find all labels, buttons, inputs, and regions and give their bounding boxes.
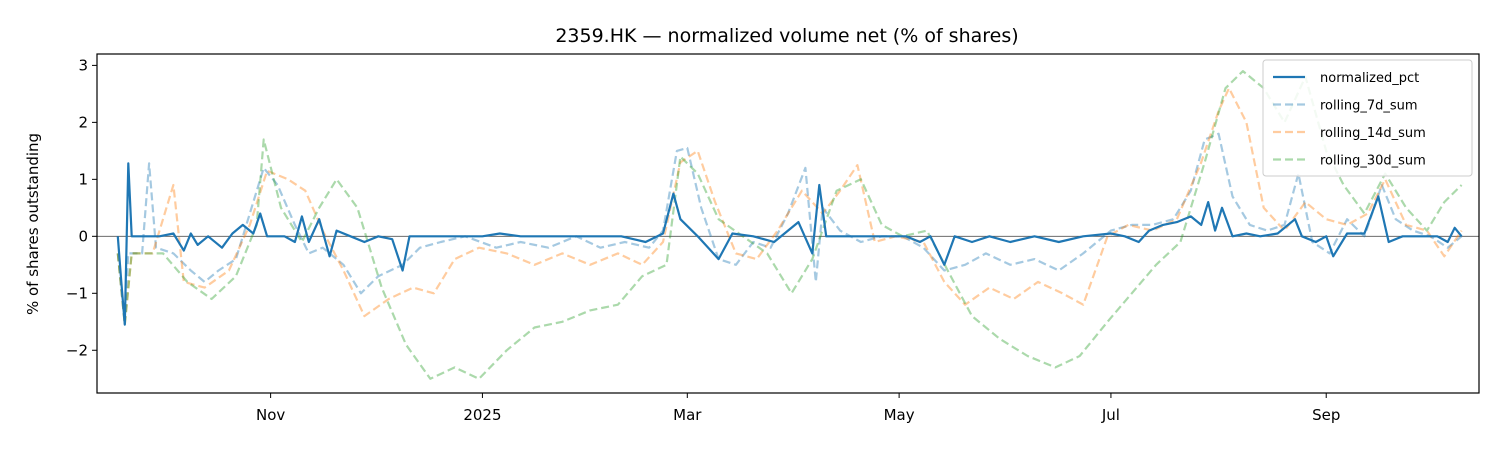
y-tick-label: 3 — [78, 56, 88, 74]
series-line-rolling_7d_sum — [116, 132, 1463, 326]
x-tick-label: Sep — [1312, 406, 1340, 424]
x-tick-label: 2025 — [463, 406, 501, 424]
legend-label-rolling_14d_sum: rolling_14d_sum — [1320, 126, 1426, 141]
x-tick-label: May — [884, 406, 915, 424]
y-tick-label: −1 — [66, 284, 88, 302]
series-line-normalized_pct — [116, 162, 1463, 326]
y-tick-label: 2 — [78, 113, 88, 131]
plot-area-frame — [96, 53, 1480, 394]
y-tick-label: −2 — [66, 341, 88, 359]
x-tick-label: Mar — [673, 406, 702, 424]
legend-label-rolling_7d_sum: rolling_7d_sum — [1320, 99, 1418, 114]
y-axis-label: % of shares outstanding — [24, 133, 42, 315]
y-tick-label: 1 — [78, 170, 88, 188]
chart-title: 2359.HK — normalized volume net (% of sh… — [555, 25, 1018, 47]
series-line-rolling_30d_sum — [116, 70, 1463, 380]
x-tick-label: Nov — [256, 406, 285, 424]
x-tick-label: Jul — [1101, 406, 1120, 424]
legend-box — [1262, 59, 1473, 177]
series-line-rolling_14d_sum — [116, 87, 1463, 326]
y-tick-label: 0 — [78, 227, 88, 245]
legend-label-rolling_30d_sum: rolling_30d_sum — [1320, 154, 1426, 169]
legend-label-normalized_pct: normalized_pct — [1320, 71, 1419, 86]
